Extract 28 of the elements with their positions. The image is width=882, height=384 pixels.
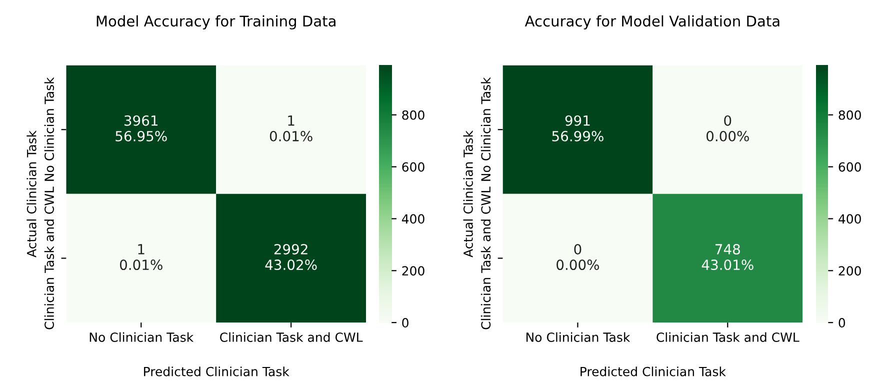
color-bar-label: 600 [838,162,861,172]
data-label: 1 0.01% [270,116,312,142]
x-tick-label: Clinician Task and CWL [220,332,363,342]
data-label: 2992 43.02% [265,244,317,270]
chart-title: Accuracy for Model Validation Data [524,15,780,30]
y-axis-title: Actual Clinician Task [463,130,473,258]
x-tick-label: No Clinician Task [90,332,194,342]
y-axis-title: Actual Clinician Task [26,130,36,258]
x-axis-title: Predicted Clinician Task [580,366,726,376]
data-label: 0 0.00% [706,115,749,142]
data-label: 1 0.01% [120,244,162,270]
color-bar-label: 0 [838,318,846,328]
color-bar-label: 200 [838,266,861,276]
color-bar-label: 800 [838,110,861,120]
data-label: 748 43.01% [702,244,754,270]
color-bar-label: 0 [402,318,408,328]
color-bar-label: 600 [402,162,424,172]
color-bar-label: 800 [402,110,424,120]
color-bar-label: 400 [838,214,861,224]
data-label: 0 0.00% [556,244,600,270]
x-tick-label: Clinician Task and CWL [656,332,800,342]
data-label: 3961 56.95% [116,115,167,142]
x-tick-label: No Clinician Task [526,332,630,342]
color-bar-label: 200 [402,266,424,276]
color-bar-label: 400 [402,214,424,224]
x-axis-title: Predicted Clinician Task [144,366,290,376]
chart-title: Model Accuracy for Training Data [96,15,336,30]
data-label: 991 56.99% [552,115,604,142]
